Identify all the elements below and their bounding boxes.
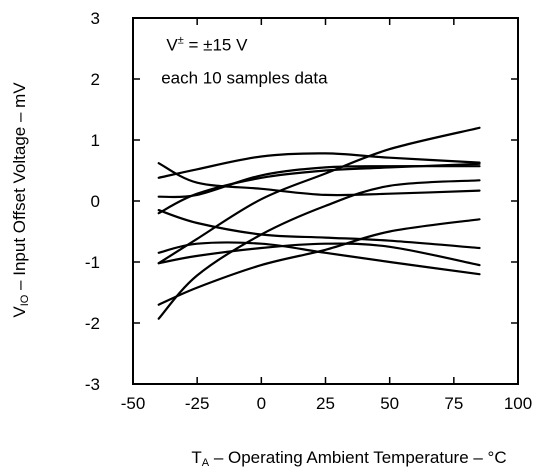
series-line-1: [157, 162, 481, 197]
series-line-10: [157, 179, 481, 320]
x-tick-label: 25: [316, 394, 335, 413]
x-tick-label: -25: [185, 394, 210, 413]
series-line-9: [157, 218, 481, 306]
annotation-2: each 10 samples data: [161, 68, 328, 87]
y-tick-label: 0: [91, 192, 100, 211]
y-tick-label: 1: [91, 131, 100, 150]
series-line-2: [157, 152, 481, 179]
annotation-layer: V± = ±15 V each 10 samples data: [161, 34, 328, 87]
series-layer: [157, 126, 481, 320]
x-tick-label: -50: [121, 394, 146, 413]
series-line-7: [157, 242, 481, 267]
y-tick-label: 2: [91, 70, 100, 89]
x-axis-label: TA – Operating Ambient Temperature – °C: [191, 448, 506, 469]
series-line-4: [157, 162, 481, 215]
x-tick-label: 0: [257, 394, 266, 413]
series-line-6: [157, 126, 481, 265]
y-tick-label: -2: [85, 314, 100, 333]
annotation-1: V± = ±15 V: [166, 34, 248, 54]
series-line-5: [157, 209, 481, 250]
x-tick-label: 75: [444, 394, 463, 413]
series-line-8: [157, 241, 481, 276]
x-tick-label: 50: [380, 394, 399, 413]
y-tick-label: -3: [85, 375, 100, 394]
y-tick-label: 3: [91, 9, 100, 28]
x-tick-label: 100: [504, 394, 532, 413]
y-axis-label: VIO – Input Offset Voltage – mV: [10, 82, 31, 318]
tick-layer: -50 -25 0 25 50 75 100 -3 -2 -1 0 1 2 3: [85, 9, 532, 413]
y-tick-label: -1: [85, 253, 100, 272]
